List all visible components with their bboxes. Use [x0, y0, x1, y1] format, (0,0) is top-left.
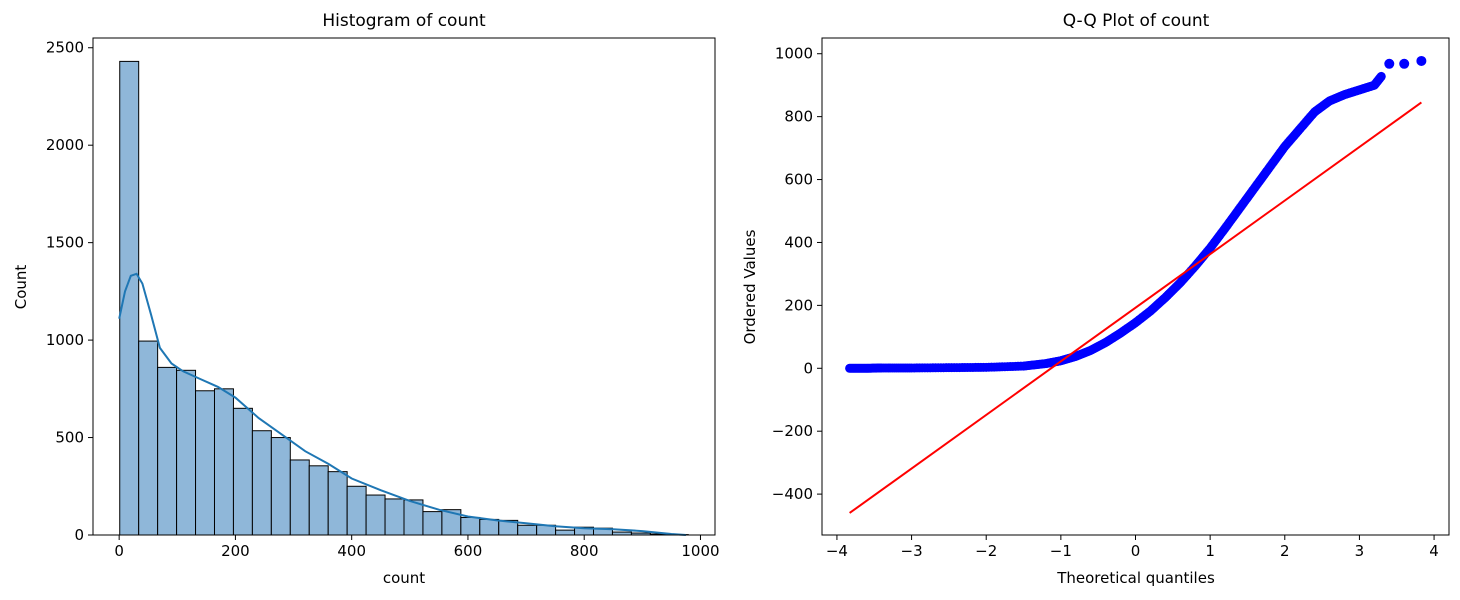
x-tick-label: −1: [1050, 542, 1072, 560]
x-tick-label: 200: [221, 542, 250, 560]
x-tick-label: 400: [337, 542, 366, 560]
x-tick-label: 4: [1429, 542, 1439, 560]
y-tick-label: −400: [772, 485, 813, 503]
qq-title: Q-Q Plot of count: [1063, 11, 1210, 31]
histogram-title: Histogram of count: [322, 11, 486, 31]
histogram-y-ticks: 0 500 1000 1500 2000 2500: [46, 39, 93, 544]
x-tick-label: 0: [1131, 542, 1141, 560]
histogram-y-label: Count: [12, 265, 30, 310]
histogram-bar: [479, 518, 500, 536]
qq-point: [1384, 58, 1395, 69]
histogram-bar: [195, 390, 215, 536]
y-tick-label: 600: [784, 171, 813, 189]
histogram-bar: [251, 430, 272, 536]
histogram-bar: [157, 366, 178, 536]
histogram-bar: [232, 407, 253, 536]
histogram-bar: [403, 499, 424, 536]
kde-curve: [118, 272, 686, 536]
y-tick-label: 1000: [775, 45, 813, 63]
y-tick-label: 400: [784, 233, 813, 251]
qq-fit-line: [849, 101, 1422, 514]
histogram-bar: [384, 498, 405, 536]
qq-x-label: Theoretical quantiles: [1056, 569, 1215, 587]
histogram-axes: Histogram of count 0 200 400 600 800 1000 0 50…: [12, 11, 720, 587]
qq-point: [1376, 71, 1386, 81]
histogram-bar: [365, 494, 386, 536]
histogram-x-ticks: 0 200 400 600 800 1000: [114, 535, 720, 560]
histogram-bar: [422, 511, 443, 536]
y-tick-label: 2000: [46, 136, 84, 154]
histogram-bar: [460, 516, 481, 536]
y-tick-label: 0: [803, 359, 813, 377]
qq-x-ticks: −4 −3 −2 −1 0 1 2 3 4: [826, 535, 1439, 560]
histogram-bar: [555, 529, 576, 536]
x-tick-label: 0: [114, 542, 124, 560]
y-tick-label: 0: [74, 526, 84, 544]
histogram-bar: [308, 465, 329, 536]
qq-points: [845, 55, 1427, 373]
qq-point: [1416, 55, 1427, 66]
histogram-bar: [213, 388, 234, 536]
histogram-bar: [327, 471, 348, 536]
histogram-x-label: count: [383, 569, 425, 587]
histogram-frame: [92, 37, 716, 536]
y-tick-label: 2500: [46, 39, 84, 57]
x-tick-label: 600: [454, 542, 483, 560]
histogram-bars: [119, 60, 689, 536]
y-tick-label: 200: [784, 296, 813, 314]
y-tick-label: 500: [55, 429, 84, 447]
histogram-bar: [289, 459, 310, 536]
qq-axes: Q-Q Plot of count −4 −3 −2 −1 0 1 2 3 4 −400 −200…: [741, 11, 1450, 587]
y-tick-label: 800: [784, 108, 813, 126]
x-tick-label: 1000: [681, 542, 719, 560]
y-tick-label: 1000: [46, 331, 84, 349]
x-tick-label: 2: [1280, 542, 1290, 560]
histogram-bar: [346, 485, 367, 536]
x-tick-label: −2: [975, 542, 997, 560]
x-tick-label: 800: [570, 542, 599, 560]
x-tick-label: 3: [1355, 542, 1365, 560]
qq-frame: [821, 37, 1450, 536]
qq-point: [1399, 58, 1410, 69]
histogram-bar: [270, 437, 291, 536]
histogram-bar: [138, 340, 159, 536]
x-tick-label: −3: [901, 542, 923, 560]
histogram-bar: [176, 369, 197, 536]
qq-y-label: Ordered Values: [741, 229, 759, 344]
y-tick-label: −200: [772, 422, 813, 440]
x-tick-label: 1: [1205, 542, 1215, 560]
x-tick-label: −4: [826, 542, 848, 560]
y-tick-label: 1500: [46, 234, 84, 252]
histogram-bar: [517, 524, 538, 536]
qq-y-ticks: −400 −200 0 200 400 600 800 1000: [772, 45, 822, 503]
